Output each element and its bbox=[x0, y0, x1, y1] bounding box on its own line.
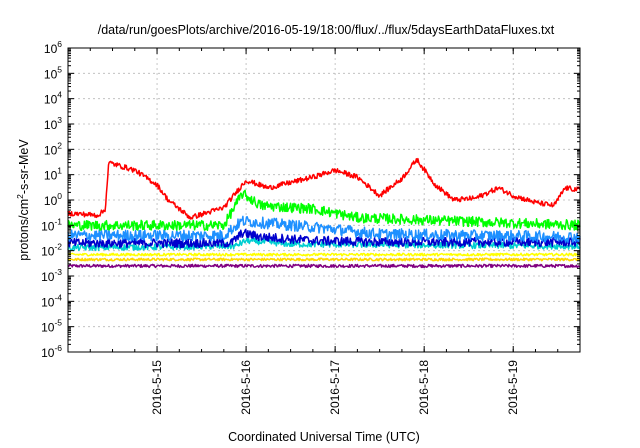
y-tick-label: 10-6 bbox=[41, 343, 62, 360]
y-tick-exp: -6 bbox=[54, 343, 62, 353]
x-tick-label: 2016-5-19 bbox=[506, 360, 520, 415]
y-tick-exp: -5 bbox=[54, 318, 62, 328]
chart-title: /data/run/goesPlots/archive/2016-05-19/1… bbox=[98, 23, 555, 37]
y-tick-base: 10 bbox=[41, 219, 55, 233]
y-tick-label: 106 bbox=[44, 39, 62, 56]
y-tick-base: 10 bbox=[44, 67, 58, 81]
y-tick-label: 10-5 bbox=[41, 318, 62, 335]
y-tick-exp: -2 bbox=[54, 242, 62, 252]
y-tick-exp: 1 bbox=[57, 166, 62, 176]
y-tick-label: 10-1 bbox=[41, 216, 62, 233]
series-line-2 bbox=[67, 257, 581, 262]
y-axis-label-sup: 2 bbox=[15, 194, 25, 199]
y-axis-ticks: 10-610-510-410-310-210-11001011021031041… bbox=[41, 39, 580, 360]
y-tick-base: 10 bbox=[44, 169, 58, 183]
y-tick-exp: 4 bbox=[57, 90, 62, 100]
y-tick-base: 10 bbox=[41, 346, 55, 360]
x-tick-label: 2016-5-16 bbox=[239, 360, 253, 415]
y-tick-base: 10 bbox=[44, 93, 58, 107]
y-tick-base: 10 bbox=[44, 118, 58, 132]
y-tick-exp: 5 bbox=[57, 64, 62, 74]
y-tick-label: 102 bbox=[44, 140, 62, 157]
y-tick-label: 10-2 bbox=[41, 242, 62, 259]
y-tick-base: 10 bbox=[41, 245, 55, 259]
y-tick-exp: -3 bbox=[54, 267, 62, 277]
y-tick-base: 10 bbox=[44, 194, 58, 208]
x-tick-label: 2016-5-15 bbox=[150, 360, 164, 415]
x-tick-label: 2016-5-17 bbox=[328, 360, 342, 415]
y-tick-base: 10 bbox=[41, 295, 55, 309]
series-line-5 bbox=[67, 228, 581, 249]
y-tick-exp: 2 bbox=[57, 140, 62, 150]
y-tick-label: 100 bbox=[44, 191, 62, 208]
y-axis-label: protons/cm2-s-sr-MeV bbox=[15, 139, 31, 261]
y-tick-label: 105 bbox=[44, 64, 62, 81]
series-line-8 bbox=[67, 157, 581, 220]
grid-lines bbox=[68, 48, 580, 352]
data-series bbox=[67, 157, 581, 269]
x-tick-label: 2016-5-18 bbox=[417, 360, 431, 415]
y-tick-label: 10-3 bbox=[41, 267, 62, 284]
series-line-6 bbox=[67, 215, 581, 244]
y-tick-base: 10 bbox=[41, 321, 55, 335]
series-line-3 bbox=[67, 252, 581, 257]
y-tick-exp: -1 bbox=[54, 216, 62, 226]
y-tick-label: 103 bbox=[44, 115, 62, 132]
x-axis-label: Coordinated Universal Time (UTC) bbox=[228, 430, 420, 444]
y-tick-label: 101 bbox=[44, 166, 62, 183]
y-tick-exp: -4 bbox=[54, 292, 62, 302]
y-tick-label: 10-4 bbox=[41, 292, 62, 309]
y-tick-base: 10 bbox=[44, 143, 58, 157]
series-line-7 bbox=[67, 189, 581, 232]
y-tick-exp: 0 bbox=[57, 191, 62, 201]
y-tick-base: 10 bbox=[44, 42, 58, 56]
series-line-1 bbox=[67, 263, 581, 269]
y-tick-exp: 3 bbox=[57, 115, 62, 125]
y-tick-base: 10 bbox=[41, 270, 55, 284]
y-axis-label-post: -s-sr-MeV bbox=[17, 139, 31, 195]
y-axis-label-pre: protons/cm bbox=[17, 199, 31, 261]
y-tick-label: 104 bbox=[44, 90, 62, 107]
x-axis-ticks: 2016-5-15 2016-5-16 2016-5-17 2016-5-18 2016… bbox=[67, 48, 581, 415]
y-tick-exp: 6 bbox=[57, 39, 62, 49]
